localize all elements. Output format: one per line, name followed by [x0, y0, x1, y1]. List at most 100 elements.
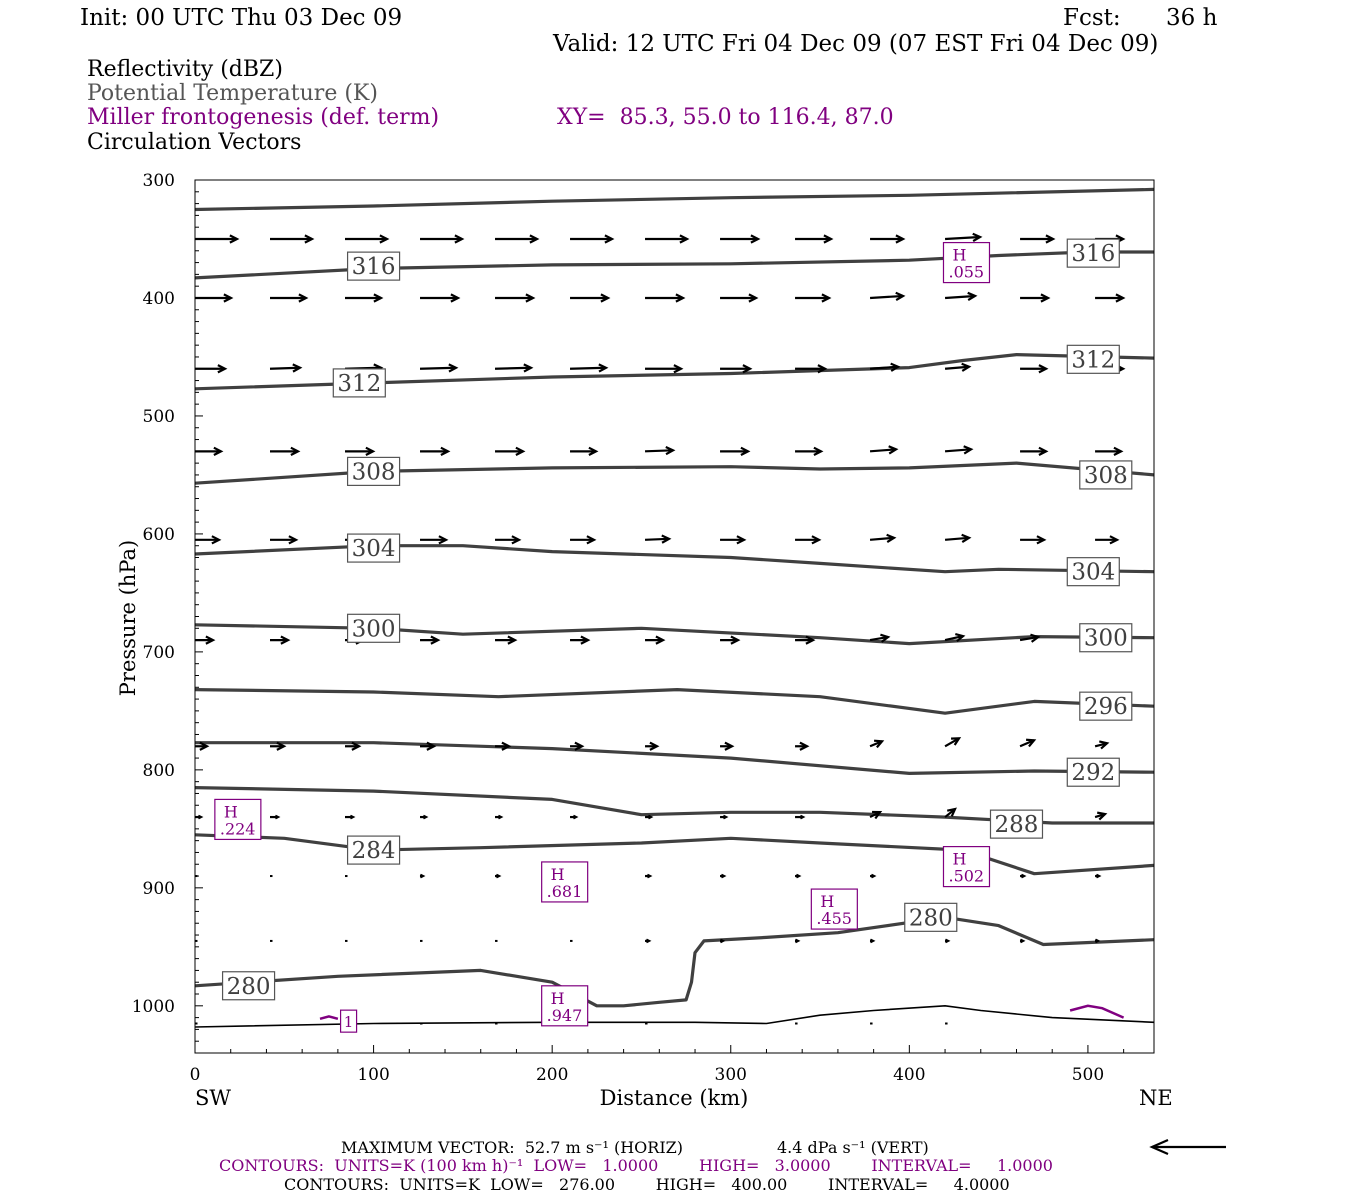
- circulation-vector: [795, 364, 828, 374]
- plot-frame: [194, 179, 1155, 1054]
- svg-text:304: 304: [1071, 560, 1115, 586]
- circulation-vector: [869, 938, 876, 944]
- circulation-vector: [794, 938, 801, 944]
- y-tick-label: 1000: [132, 997, 175, 1017]
- y-tick-label: 900: [143, 879, 175, 899]
- svg-text:316: 316: [1071, 241, 1115, 267]
- circulation-vector: [270, 635, 291, 645]
- theta-label: 292: [1066, 757, 1120, 787]
- svg-text:H: H: [820, 892, 834, 911]
- forecast-label: Fcst:: [1063, 5, 1121, 31]
- circulation-vector: [420, 234, 465, 244]
- circulation-vector: [270, 814, 281, 820]
- y-tick-label: 300: [143, 171, 175, 191]
- circulation-vector: [570, 234, 615, 244]
- frontogenesis-max: H.055: [942, 241, 991, 284]
- circulation-vector: [1020, 873, 1027, 879]
- circulation-vector: [345, 446, 376, 456]
- x-tick-label: 0: [190, 1065, 201, 1085]
- theta-label: 316: [346, 251, 401, 281]
- circulation-vector: [569, 363, 609, 373]
- circulation-vector: [645, 814, 654, 820]
- circulation-vector: [944, 232, 983, 242]
- y-tick-label: 600: [143, 525, 175, 545]
- theta-label: 308: [346, 456, 401, 486]
- theta-contour-308: [195, 461, 1154, 485]
- theta-label: 288: [989, 809, 1044, 839]
- theta-label: 284: [346, 835, 401, 865]
- circulation-vector: [720, 446, 751, 456]
- circulation-vector: [1020, 293, 1051, 303]
- theta-label: 304: [346, 533, 401, 563]
- legend-circulation-vectors: Circulation Vectors: [87, 130, 302, 155]
- circulation-vector: [345, 741, 362, 751]
- circulation-vector: [720, 814, 729, 820]
- frontogenesis-max: H.947: [541, 985, 589, 1027]
- svg-text:1: 1: [344, 1013, 354, 1031]
- circulation-vector: [645, 938, 652, 944]
- circulation-vector: [795, 535, 822, 545]
- circulation-vector: [195, 535, 222, 545]
- svg-text:H: H: [952, 246, 966, 265]
- svg-text:300: 300: [1084, 626, 1128, 652]
- circulation-vector: [494, 363, 534, 373]
- svg-text:.502: .502: [948, 867, 984, 886]
- circulation-vector: [270, 234, 315, 244]
- circulation-vector: [795, 741, 810, 751]
- y-axis-label: Pressure (hPa): [116, 540, 140, 696]
- frontogenesis-max: H.224: [214, 798, 262, 841]
- valid-time: Valid: 12 UTC Fri 04 Dec 09 (07 EST Fri …: [553, 31, 1159, 57]
- circulation-vector: [270, 741, 287, 751]
- x-tick-label: 100: [357, 1065, 389, 1085]
- theta-contour-320: [195, 187, 1154, 212]
- circulation-vector: [345, 814, 356, 820]
- circulation-vector: [869, 291, 906, 301]
- svg-text:308: 308: [352, 459, 396, 485]
- circulation-vector: [795, 635, 816, 645]
- circulation-vector: [495, 234, 540, 244]
- theta-contour-284: [195, 833, 1154, 876]
- svg-text:292: 292: [1071, 760, 1115, 786]
- y-tick-label: 800: [143, 761, 175, 781]
- y-tick-label: 500: [143, 407, 175, 427]
- surface-line: [195, 1004, 1154, 1028]
- max-vector-horiz: MAXIMUM VECTOR: 52.7 m s⁻¹ (HORIZ): [341, 1138, 684, 1157]
- circulation-vector: [645, 873, 653, 879]
- circulation-vector: [869, 362, 901, 372]
- circulation-vector: [1020, 535, 1047, 545]
- svg-text:308: 308: [1084, 463, 1128, 489]
- sw-label: SW: [195, 1086, 231, 1110]
- svg-text:280: 280: [227, 974, 271, 1000]
- circulation-vector: [1020, 446, 1049, 456]
- theta-contour-300: [195, 623, 1154, 646]
- circulation-vector: [720, 535, 747, 545]
- reference-vector: [1149, 1138, 1226, 1156]
- x-tick-label: 200: [536, 1065, 568, 1085]
- circulation-vector: [1094, 740, 1110, 750]
- svg-text:284: 284: [352, 838, 396, 864]
- circulation-vector: [720, 741, 735, 751]
- circulation-vector: [944, 737, 962, 748]
- circulation-vector: [420, 446, 451, 456]
- theta-label: 308: [1079, 460, 1133, 490]
- circulation-vector: [270, 446, 301, 456]
- circulation-vector: [420, 741, 437, 751]
- circulation-vector: [720, 635, 741, 645]
- svg-text:H: H: [551, 865, 565, 884]
- theta-label: 296: [1079, 691, 1133, 721]
- circulation-vector: [944, 445, 974, 455]
- circulation-vector: [420, 814, 429, 820]
- circulation-vector: [719, 938, 726, 944]
- circulation-vector: [1094, 811, 1108, 821]
- circulation-vector: [795, 446, 824, 456]
- circulation-vector: [420, 635, 441, 645]
- circulation-vector: [195, 234, 240, 244]
- circulation-vector: [944, 533, 972, 543]
- circulation-vector: [795, 234, 834, 244]
- theta-contour-304: [195, 544, 1154, 574]
- circulation-vector: [570, 446, 599, 456]
- circulation-vector: [645, 234, 690, 244]
- contours-theta: CONTOURS: UNITS=K LOW= 276.00 HIGH= 400.…: [284, 1175, 1010, 1194]
- theta-label: 300: [1079, 623, 1133, 653]
- circulation-vector: [570, 741, 585, 751]
